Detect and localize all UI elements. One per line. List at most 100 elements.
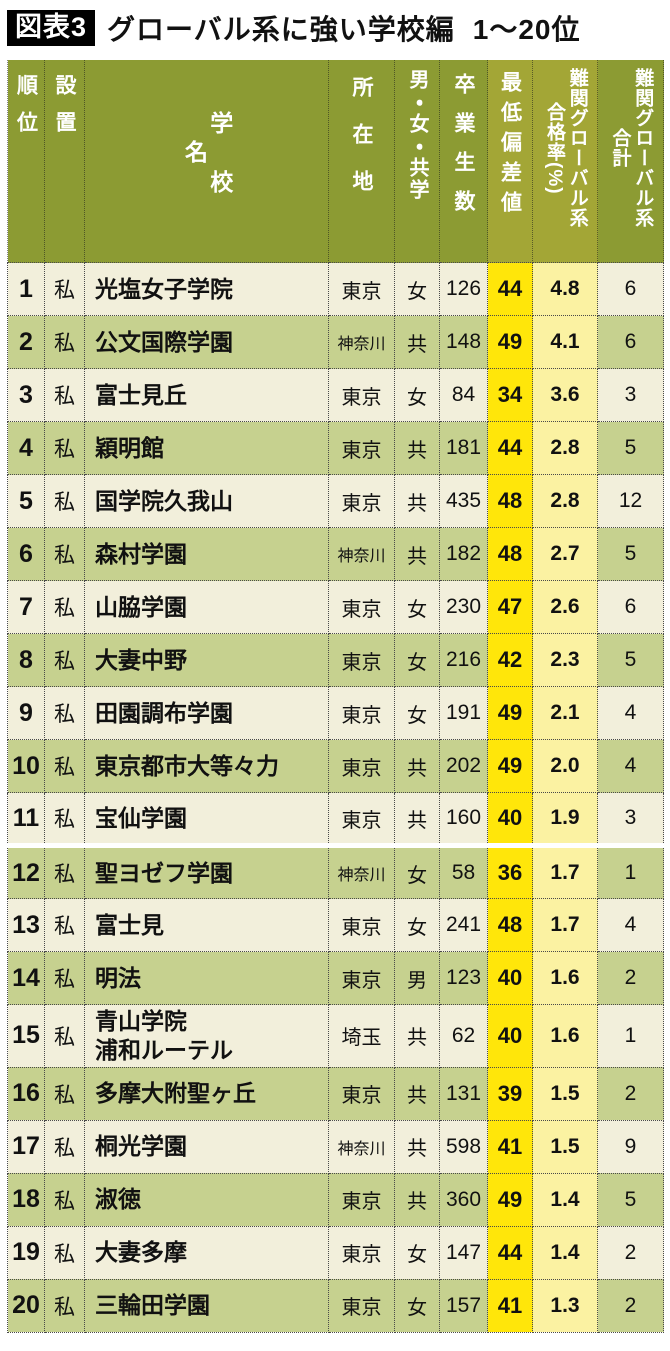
deviation-cell: 44: [487, 421, 533, 475]
column-header-graduates: 卒業生数: [439, 60, 488, 263]
location-cell: 東京: [328, 792, 395, 846]
total-cell: 6: [597, 262, 664, 316]
type-cell: 私: [44, 1067, 85, 1121]
gender-cell: 共: [394, 1067, 440, 1121]
graduates-cell: 157: [439, 1279, 488, 1333]
column-header-label: 順位: [14, 74, 38, 148]
type-cell: 私: [44, 1226, 85, 1280]
deviation-cell: 39: [487, 1067, 533, 1121]
total-cell: 2: [597, 951, 664, 1005]
pass_rate-cell: 2.3: [532, 633, 598, 687]
graduates-cell: 598: [439, 1120, 488, 1174]
location-cell: 東京: [328, 739, 395, 793]
type-cell: 私: [44, 1004, 85, 1068]
name-cell: 穎明館: [84, 421, 329, 475]
column-header-total: 難関グローバル系 合計: [597, 60, 664, 263]
gender-cell: 共: [394, 315, 440, 369]
table-row: 4 私穎明館 東京共 181 44 2.8 5: [7, 421, 664, 475]
table-row: 17 私桐光学園 神奈川共 598 41 1.5 9: [7, 1120, 664, 1174]
type-cell: 私: [44, 474, 85, 528]
type-cell: 私: [44, 792, 85, 846]
column-header-label: 卒業生数: [452, 73, 476, 229]
graduates-cell: 123: [439, 951, 488, 1005]
total-cell: 2: [597, 1279, 664, 1333]
pass_rate-cell: 1.4: [532, 1173, 598, 1227]
column-header-label: 設置: [53, 74, 77, 148]
total-cell: 12: [597, 474, 664, 528]
name-cell: 国学院久我山: [84, 474, 329, 528]
name-cell: 公文国際学園: [84, 315, 329, 369]
column-header-label: 男・女・共学: [406, 69, 428, 201]
pass_rate-cell: 1.3: [532, 1279, 598, 1333]
pass_rate-cell: 2.8: [532, 421, 598, 475]
graduates-cell: 360: [439, 1173, 488, 1227]
name-cell: 大妻中野: [84, 633, 329, 687]
table-row: 11 私宝仙学園 東京共 160 40 1.9 3: [7, 792, 664, 846]
column-header-type: 設置: [44, 60, 85, 263]
type-cell: 私: [44, 527, 85, 581]
graduates-cell: 241: [439, 898, 488, 952]
type-cell: 私: [44, 843, 85, 899]
rank-cell: 11: [7, 792, 45, 846]
pass_rate-cell: 2.1: [532, 686, 598, 740]
gender-cell: 共: [394, 1004, 440, 1068]
rank-cell: 7: [7, 580, 45, 634]
figure-title-text: グローバル系に強い学校編: [107, 14, 455, 45]
name-cell: 大妻多摩: [84, 1226, 329, 1280]
table-row: 12 私聖ヨゼフ学園 神奈川女 58 36 1.7 1: [7, 843, 664, 899]
total-cell: 4: [597, 739, 664, 793]
gender-cell: 共: [394, 1120, 440, 1174]
graduates-cell: 435: [439, 474, 488, 528]
deviation-cell: 41: [487, 1279, 533, 1333]
column-header-label: 最低偏差値: [498, 71, 522, 221]
location-cell: 東京: [328, 1226, 395, 1280]
pass_rate-cell: 4.8: [532, 262, 598, 316]
rank-cell: 19: [7, 1226, 45, 1280]
pass_rate-cell: 1.6: [532, 951, 598, 1005]
deviation-cell: 40: [487, 951, 533, 1005]
location-cell: 東京: [328, 686, 395, 740]
column-header-label: 学校名: [181, 110, 233, 229]
rank-cell: 17: [7, 1120, 45, 1174]
pass_rate-cell: 3.6: [532, 368, 598, 422]
pass_rate-cell: 1.5: [532, 1067, 598, 1121]
pass_rate-cell: 2.7: [532, 527, 598, 581]
deviation-cell: 49: [487, 1173, 533, 1227]
table-row: 9 私田園調布学園 東京女 191 49 2.1 4: [7, 686, 664, 740]
table-row: 13 私富士見 東京女 241 48 1.7 4: [7, 898, 664, 952]
pass_rate-cell: 2.6: [532, 580, 598, 634]
pass_rate-cell: 2.0: [532, 739, 598, 793]
table-row: 18 私淑徳 東京共 360 49 1.4 5: [7, 1173, 664, 1227]
location-cell: 神奈川: [328, 1120, 395, 1174]
location-cell: 埼玉: [328, 1004, 395, 1068]
name-cell: 富士見丘: [84, 368, 329, 422]
gender-cell: 共: [394, 474, 440, 528]
type-cell: 私: [44, 368, 85, 422]
name-cell: 山脇学園: [84, 580, 329, 634]
name-cell: 光塩女子学院: [84, 262, 329, 316]
location-cell: 東京: [328, 1067, 395, 1121]
total-cell: 4: [597, 898, 664, 952]
type-cell: 私: [44, 898, 85, 952]
gender-cell: 女: [394, 843, 440, 899]
gender-cell: 共: [394, 792, 440, 846]
gender-cell: 女: [394, 580, 440, 634]
deviation-cell: 44: [487, 262, 533, 316]
rank-cell: 18: [7, 1173, 45, 1227]
column-header-gender: 男・女・共学: [394, 60, 440, 263]
total-cell: 4: [597, 686, 664, 740]
location-cell: 東京: [328, 421, 395, 475]
table-row: 7 私山脇学園 東京女 230 47 2.6 6: [7, 580, 664, 634]
table-header-row: 順位 設置 学校名 所在地 男・女・共学 卒業生数 最低偏差値 難関グローバル系 合格率(%)…: [7, 60, 664, 263]
rank-cell: 6: [7, 527, 45, 581]
deviation-cell: 48: [487, 898, 533, 952]
location-cell: 東京: [328, 951, 395, 1005]
total-cell: 6: [597, 580, 664, 634]
name-cell: 宝仙学園: [84, 792, 329, 846]
rank-cell: 2: [7, 315, 45, 369]
location-cell: 東京: [328, 368, 395, 422]
pass_rate-cell: 4.1: [532, 315, 598, 369]
deviation-cell: 41: [487, 1120, 533, 1174]
name-cell: 森村学園: [84, 527, 329, 581]
